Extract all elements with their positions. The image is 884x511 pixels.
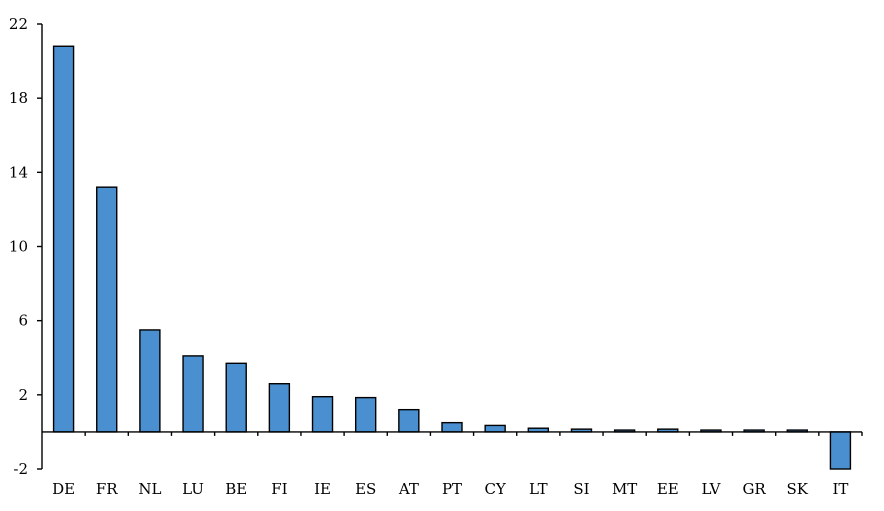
- y-tick-label: -2: [13, 460, 28, 478]
- bar-lu: [182, 355, 204, 433]
- y-axis-ticks: -2 2 6 10 14 18 22: [9, 15, 42, 478]
- category-label: DE: [52, 480, 75, 498]
- bar-pt: [441, 421, 463, 433]
- bar-it: [829, 431, 852, 470]
- category-label: LV: [701, 480, 721, 498]
- y-tick-label: 2: [18, 386, 28, 404]
- category-label: CY: [484, 480, 506, 498]
- y-tick-label: 6: [18, 312, 28, 330]
- category-label: MT: [612, 480, 637, 498]
- category-label: FI: [271, 480, 287, 498]
- category-label: AT: [398, 480, 419, 498]
- y-tick-label: 14: [9, 163, 28, 181]
- category-label: SI: [573, 480, 589, 498]
- bar-be: [225, 362, 247, 433]
- category-label: IE: [314, 480, 331, 498]
- category-label: NL: [138, 480, 161, 498]
- category-label: GR: [742, 480, 766, 498]
- category-labels: DE FR NL LU BE FI IE ES AT PT CY LT SI MT EE LV GR SK IT: [52, 480, 848, 498]
- bar-de: [52, 45, 75, 433]
- category-label: FR: [96, 480, 118, 498]
- bar-cy: [484, 424, 506, 433]
- bars: [52, 45, 852, 470]
- y-tick-label: 18: [9, 89, 28, 107]
- category-label: LU: [182, 480, 204, 498]
- bar-ie: [311, 395, 334, 433]
- category-label: IT: [832, 480, 848, 498]
- bar-fi: [268, 383, 291, 433]
- category-label: BE: [225, 480, 247, 498]
- y-tick-label: 10: [9, 238, 28, 256]
- bar-nl: [139, 329, 161, 433]
- category-label: ES: [355, 480, 376, 498]
- y-tick-label: 22: [9, 15, 28, 33]
- bar-at: [398, 408, 420, 433]
- category-label: EE: [657, 480, 679, 498]
- category-label: LT: [529, 480, 548, 498]
- category-label: PT: [442, 480, 462, 498]
- bar-fr: [96, 186, 118, 433]
- bar-es: [354, 396, 377, 433]
- category-label: SK: [787, 480, 809, 498]
